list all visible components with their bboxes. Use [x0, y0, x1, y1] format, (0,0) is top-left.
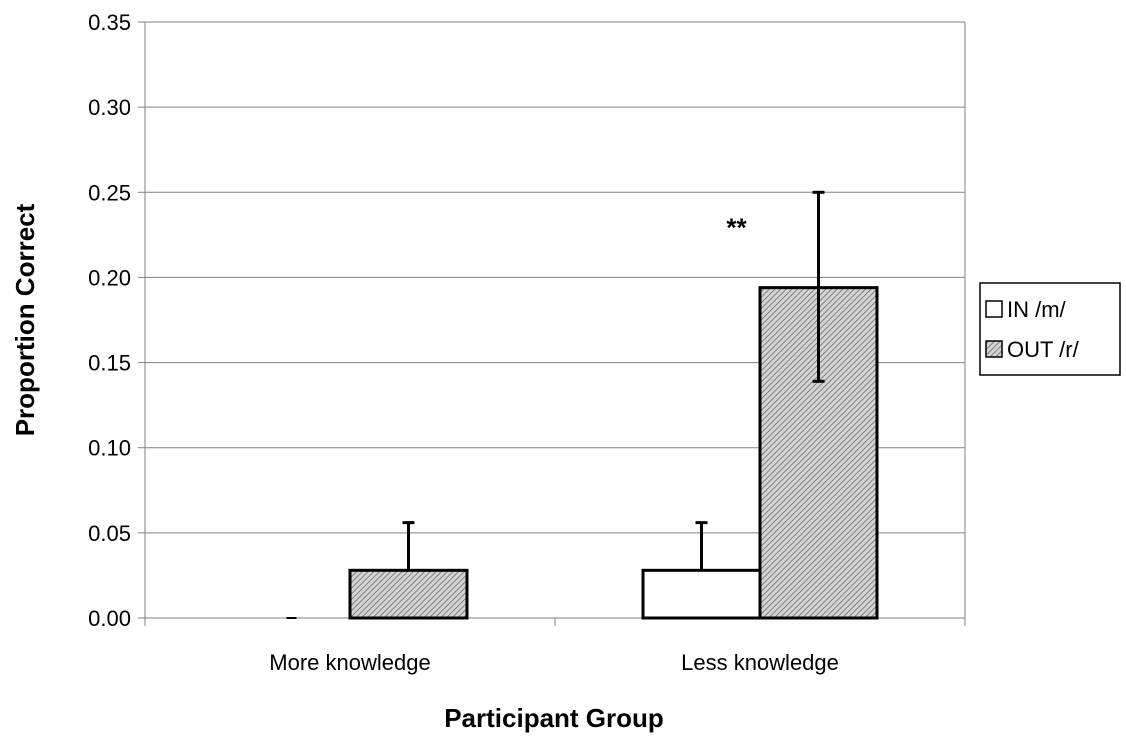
y-tick-label: 0.05: [88, 521, 131, 546]
x-axis: More knowledge Less knowledge: [144, 617, 966, 675]
bar: [348, 568, 469, 620]
y-axis: 0.00 0.05 0.10 0.15 0.20 0.25 0.30 0.35: [88, 10, 146, 631]
legend: IN /m/OUT /r/: [979, 282, 1121, 376]
legend-label: IN /m/: [1007, 297, 1067, 322]
legend-label: OUT /r/: [1007, 337, 1080, 362]
y-tick-label: 0.30: [88, 95, 131, 120]
y-tick-label: 0.25: [88, 180, 131, 205]
y-tick-label: 0.00: [88, 606, 131, 631]
y-tick-label: 0.35: [88, 10, 131, 35]
y-axis-title: Proportion Correct: [10, 203, 40, 436]
plot-area: [145, 21, 966, 618]
annotations: **: [726, 212, 747, 242]
x-axis-title: Participant Group: [444, 703, 664, 733]
y-tick-label: 0.10: [88, 436, 131, 461]
legend-box: [979, 282, 1121, 376]
bars: [286, 190, 879, 620]
x-tick-label: More knowledge: [269, 650, 430, 675]
y-tick-label: 0.15: [88, 351, 131, 376]
y-tick-label: 0.20: [88, 265, 131, 290]
legend-swatch: [985, 300, 1003, 318]
significance-marker: **: [726, 212, 747, 242]
legend-swatch: [985, 340, 1003, 358]
bar: [641, 568, 762, 620]
x-tick-label: Less knowledge: [681, 650, 839, 675]
